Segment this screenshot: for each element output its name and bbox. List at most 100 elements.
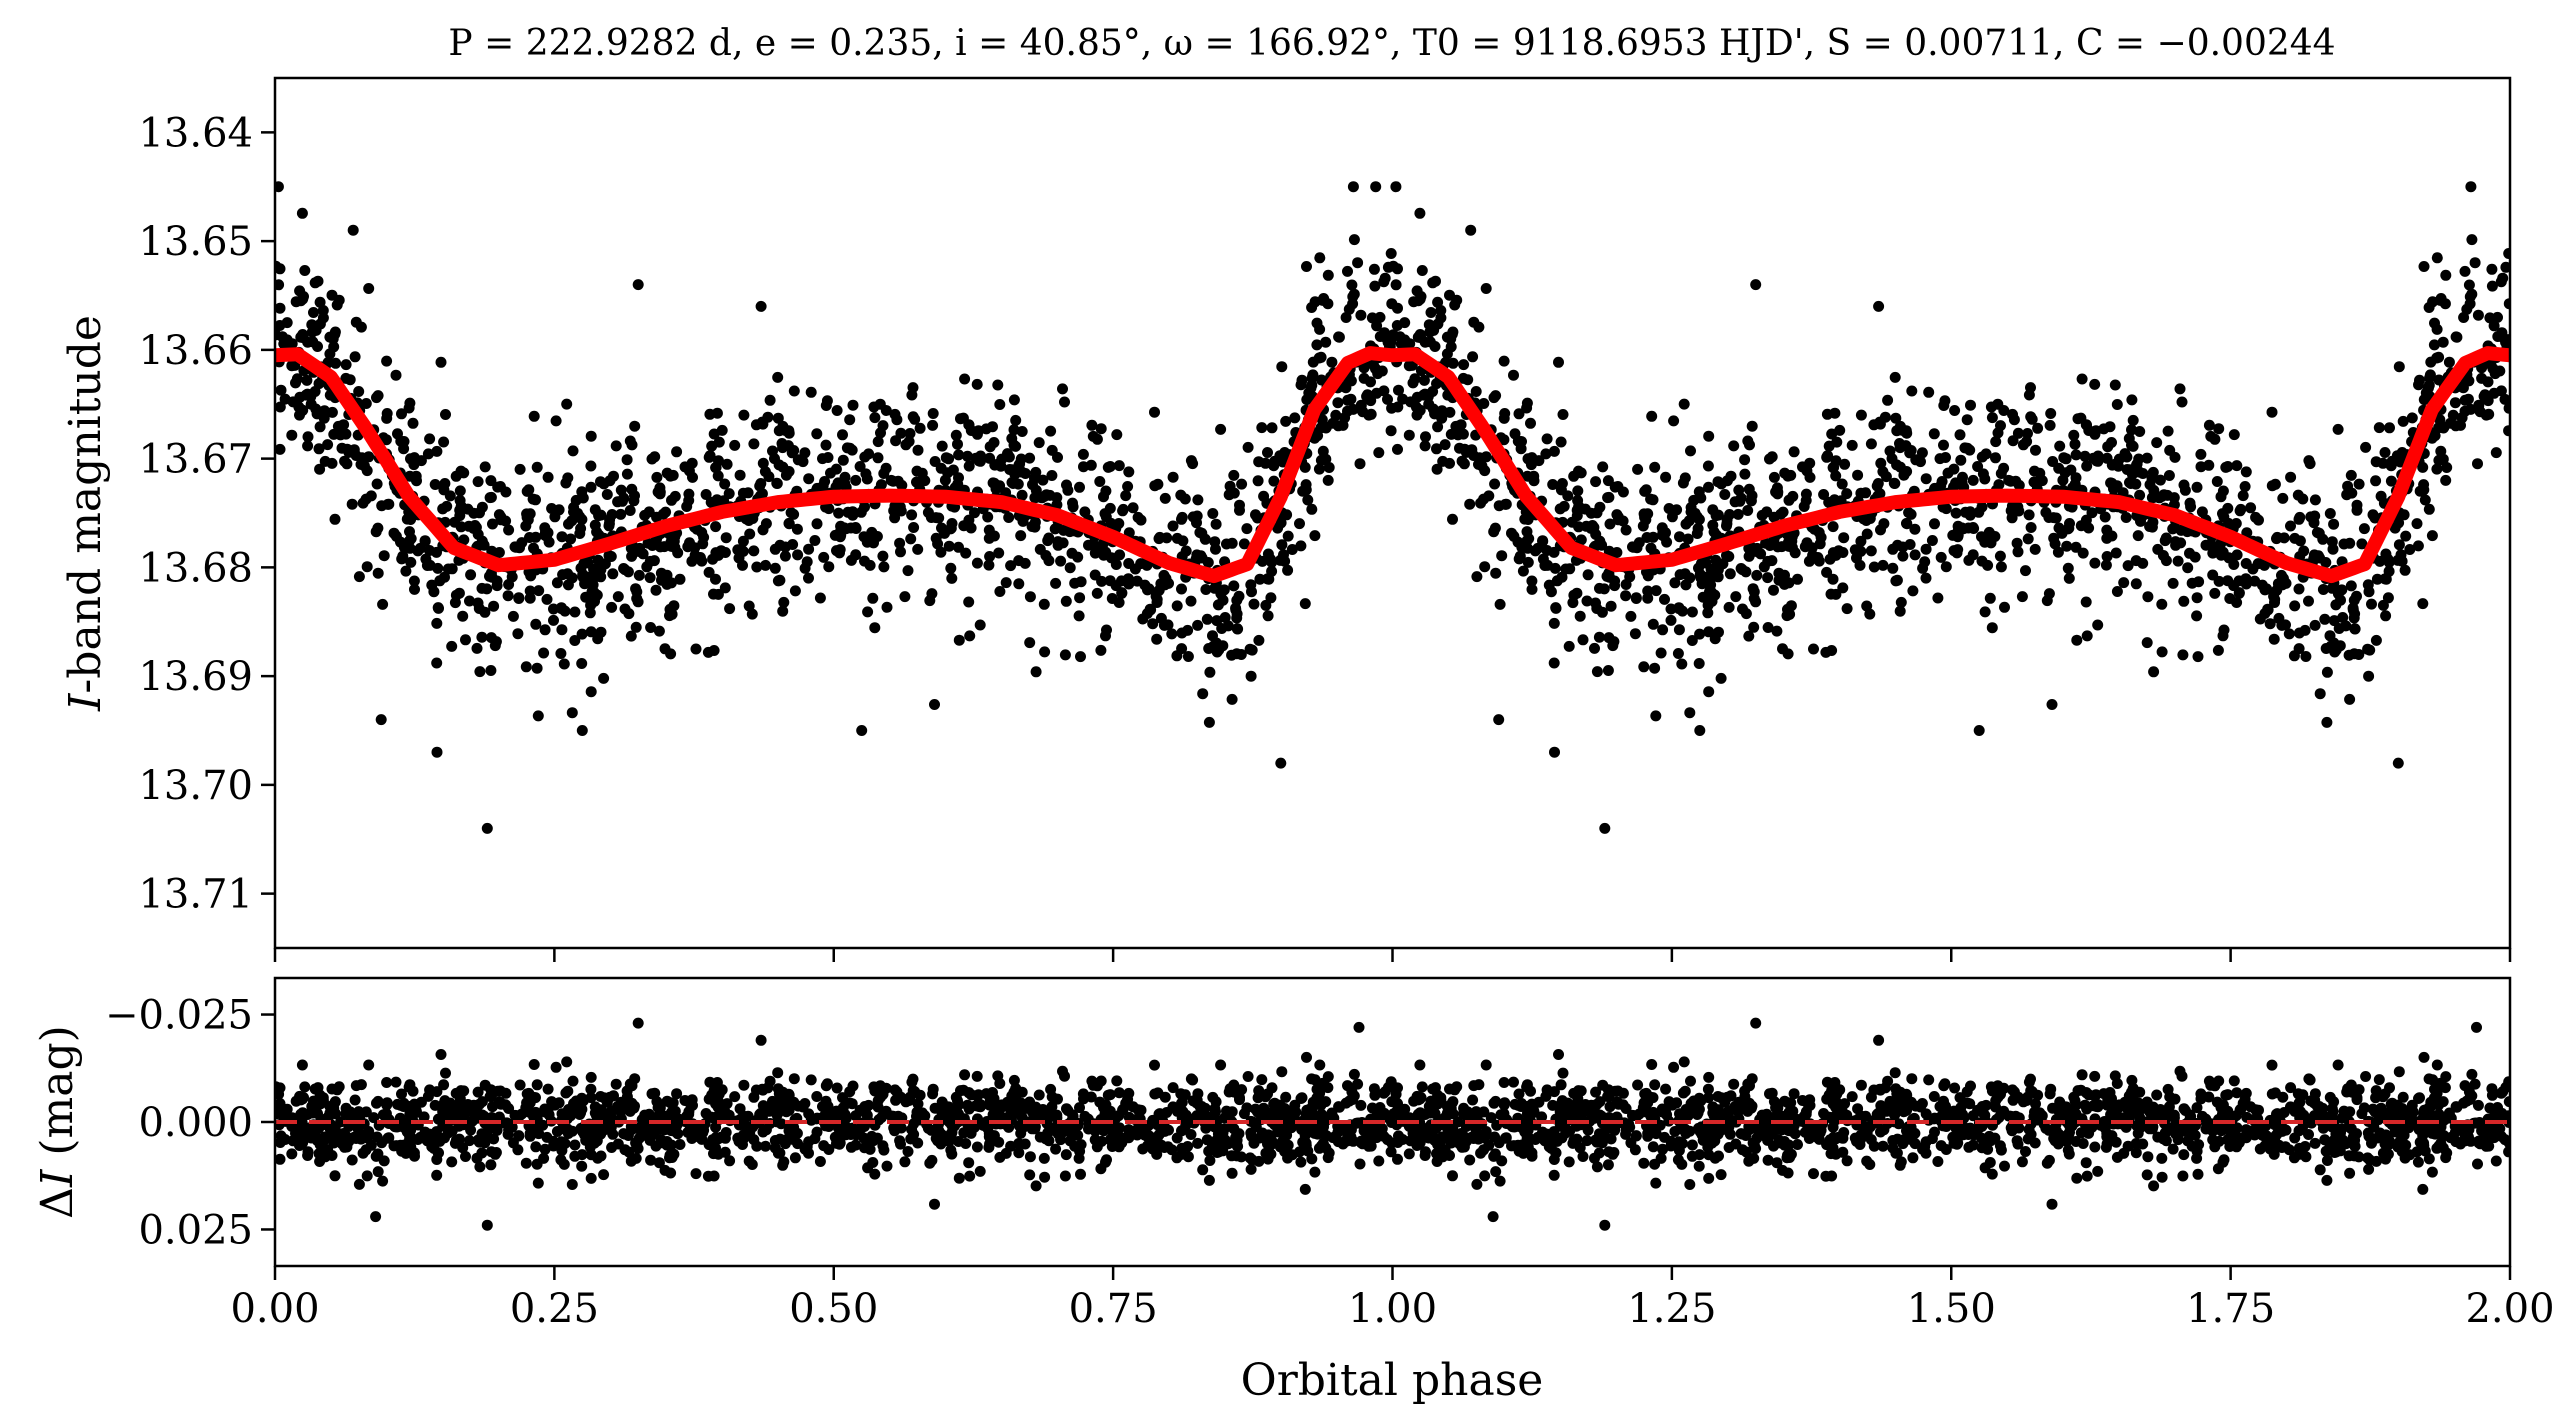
observation-point: [1673, 624, 1685, 636]
observation-point: [2370, 456, 2382, 468]
observation-point: [1167, 471, 1179, 483]
observation-point: [1100, 511, 1112, 523]
observation-point: [2486, 280, 2498, 292]
top-panel: 13.6413.6513.6613.6713.6813.6913.7013.71…: [60, 76, 2512, 962]
observation-point: [2142, 591, 2154, 603]
observation-point: [434, 575, 446, 587]
observation-point: [1074, 592, 1086, 604]
observation-point: [2249, 575, 2261, 587]
observation-point: [624, 435, 636, 447]
observation-point: [2011, 537, 2023, 549]
observation-point: [1278, 549, 1289, 561]
observation-point: [777, 442, 789, 454]
observation-point: [1086, 419, 1098, 431]
model-curve: [275, 346, 2510, 584]
observation-point: [2280, 619, 2291, 631]
observation-point: [1519, 513, 1531, 525]
residual-point: [742, 1110, 754, 1122]
observation-point: [1192, 494, 1204, 506]
observation-point: [2147, 466, 2159, 478]
observation-point: [2164, 444, 2176, 456]
observation-point: [1323, 462, 1335, 473]
residual-point: [683, 1106, 695, 1118]
observation-point: [1898, 469, 1910, 481]
observation-point: [872, 436, 884, 448]
observation-point: [1684, 572, 1696, 584]
residual-point: [1268, 1104, 1280, 1116]
observation-point: [2335, 594, 2346, 606]
residual-point: [757, 1100, 769, 1112]
residual-point: [902, 1146, 914, 1157]
observation-point: [1374, 311, 1386, 323]
residual-point: [2363, 1163, 2375, 1175]
observation-point: [1629, 628, 1641, 640]
observation-point: [2293, 583, 2305, 595]
observation-point: [1792, 573, 1803, 585]
observation-point: [1967, 474, 1979, 486]
observation-point: [2167, 577, 2179, 589]
residual-point: [530, 1141, 542, 1153]
residual-point: [324, 1123, 336, 1135]
observation-point: [2317, 584, 2329, 595]
observation-point: [905, 533, 917, 545]
residual-point: [372, 1166, 384, 1178]
observation-point: [377, 598, 389, 610]
residual-point: [479, 1137, 491, 1149]
residual-point: [1307, 1101, 1319, 1113]
observation-point: [789, 585, 801, 597]
residual-point: [844, 1086, 856, 1098]
observation-point: [943, 540, 955, 552]
observation-point: [2168, 492, 2180, 504]
observation-point: [1427, 277, 1439, 289]
observation-point: [1708, 526, 1720, 538]
residual-point: [556, 1136, 567, 1148]
observation-point: [2500, 261, 2510, 273]
observation-point: [964, 630, 976, 642]
observation-outlier: [431, 746, 443, 758]
residual-point: [671, 1088, 683, 1100]
observation-point: [650, 584, 662, 596]
observation-point: [2101, 452, 2113, 464]
observation-point: [1026, 521, 1038, 532]
observation-point: [2450, 331, 2462, 343]
observation-point: [514, 463, 526, 475]
observation-point: [1620, 524, 1632, 536]
residual-point: [1171, 1105, 1183, 1117]
observation-point: [1075, 651, 1086, 663]
observation-point: [2386, 455, 2398, 467]
residual-point: [1204, 1155, 1216, 1166]
observation-point: [2083, 522, 2095, 534]
observation-point: [489, 640, 501, 652]
observation-point: [1976, 451, 1988, 463]
residual-point: [440, 1067, 451, 1079]
residual-point: [839, 1108, 851, 1120]
residual-point: [476, 1147, 488, 1159]
observation-point: [2463, 279, 2475, 291]
observation-point: [1419, 440, 1431, 452]
observation-point: [2025, 382, 2036, 394]
residual-point: [1221, 1105, 1232, 1117]
observation-point: [2245, 502, 2257, 514]
residual-point: [945, 1128, 957, 1140]
observation-point: [1673, 603, 1685, 615]
observation-point: [1582, 569, 1594, 581]
residual-point: [313, 1122, 325, 1134]
observation-point: [1378, 276, 1390, 288]
observation-point: [1160, 572, 1172, 584]
observation-point: [2119, 448, 2131, 460]
observation-point: [1548, 617, 1560, 629]
observation-point: [625, 542, 637, 554]
residual-point: [1100, 1156, 1111, 1168]
observation-point: [1427, 403, 1439, 415]
observation-point: [1113, 460, 1125, 472]
residual-point: [799, 1098, 811, 1109]
residual-point: [667, 1097, 679, 1109]
residual-point: [1295, 1156, 1307, 1168]
observation-point: [1348, 288, 1360, 300]
observation-point: [566, 515, 578, 527]
observation-point: [2383, 556, 2395, 568]
observation-point: [2154, 474, 2166, 486]
top-y-axis-title-symbol: I: [60, 692, 111, 712]
observation-point: [1301, 261, 1312, 272]
observation-point: [983, 524, 995, 536]
